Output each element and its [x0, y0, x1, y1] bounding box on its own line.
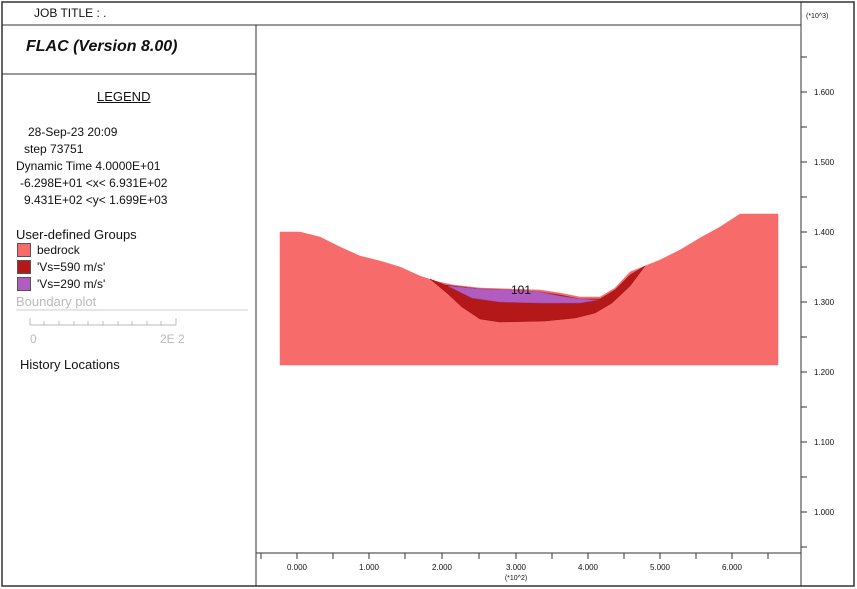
model-mesh	[279, 213, 779, 366]
vs590-swatch	[17, 260, 31, 274]
group-label-bedrock: bedrock	[37, 243, 80, 257]
bedrock-swatch	[17, 243, 31, 257]
y-tick-label: 1.100	[814, 438, 835, 447]
history-locations-title: History Locations	[20, 357, 120, 372]
x-axis-ticks	[260, 553, 769, 559]
x-tick-label: 3.000	[506, 563, 527, 572]
legend-dynamic-time: Dynamic Time 4.0000E+01	[16, 159, 161, 173]
job-title: JOB TITLE : .	[34, 6, 107, 20]
scale-start-label: 0	[30, 332, 37, 346]
y-axis-ticks	[801, 56, 807, 548]
groups-title: User-defined Groups	[16, 227, 137, 242]
scale-bar	[29, 318, 177, 326]
legend-date-time: 28-Sep-23 20:09	[28, 125, 118, 139]
y-tick-label: 1.500	[814, 158, 835, 167]
history-point-label: 101	[511, 283, 531, 297]
group-label-vs590: 'Vs=590 m/s'	[37, 260, 106, 274]
x-tick-label: 1.000	[359, 563, 380, 572]
y-scale-label: (*10^3)	[806, 13, 828, 20]
y-tick-label: 1.000	[814, 508, 835, 517]
y-tick-label: 1.400	[814, 228, 835, 237]
legend-step: step 73751	[24, 142, 84, 156]
legend-x-range: -6.298E+01 <x< 6.931E+02	[20, 176, 168, 190]
bedrock-zone	[279, 213, 779, 366]
group-label-vs290: 'Vs=290 m/s'	[37, 277, 106, 291]
vs290-zone	[447, 285, 599, 304]
y-tick-label: 1.300	[814, 298, 835, 307]
x-tick-label: 0.000	[287, 563, 308, 572]
boundary-plot-title: Boundary plot	[16, 294, 97, 309]
x-scale-label: (*10^2)	[505, 575, 527, 582]
scale-end-label: 2E 2	[160, 332, 185, 346]
vs290-swatch	[17, 277, 31, 291]
app-title: FLAC (Version 8.00)	[26, 38, 178, 55]
legend-y-range: 9.431E+02 <y< 1.699E+03	[24, 193, 168, 207]
x-tick-label: 2.000	[432, 563, 453, 572]
y-tick-label: 1.200	[814, 368, 835, 377]
x-tick-label: 5.000	[650, 563, 671, 572]
legend-title: LEGEND	[97, 89, 151, 104]
x-tick-label: 6.000	[722, 563, 743, 572]
x-tick-label: 4.000	[578, 563, 599, 572]
y-tick-label: 1.600	[814, 88, 835, 97]
